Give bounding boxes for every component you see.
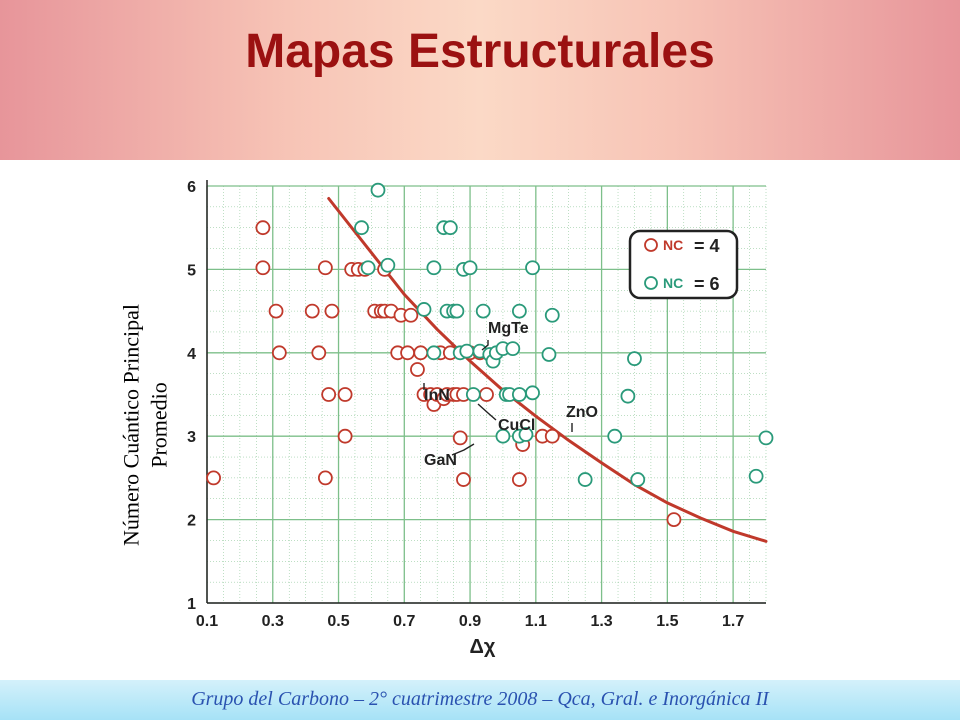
trend-curve (327, 197, 768, 543)
nc6-point (370, 182, 386, 198)
nc6-point (511, 303, 527, 319)
nc6-point (442, 220, 458, 236)
nc4-point (317, 260, 333, 276)
nc4-point (337, 387, 353, 402)
x-tick-label: 1.1 (525, 613, 547, 630)
nc6-point (360, 260, 376, 276)
nc6-point (354, 220, 369, 236)
nc6-point (426, 260, 442, 276)
nc6-point (465, 387, 481, 402)
nc6-point (630, 472, 646, 487)
x-tick-label: 1.3 (590, 613, 612, 630)
legend-marker (644, 238, 658, 252)
x-tick-label: 1.5 (656, 613, 678, 630)
nc6-point (505, 341, 521, 357)
nc6-point (459, 343, 475, 359)
nc6-point (620, 388, 636, 404)
y-tick-label: 2 (187, 513, 196, 530)
annotation-label: InN (424, 387, 450, 404)
nc6-point (518, 427, 534, 442)
annotation-label: ZnO (566, 404, 598, 421)
nc6-point (495, 428, 511, 444)
x-tick-label: 0.5 (327, 613, 349, 630)
nc4-point (544, 428, 560, 444)
nc6-point (748, 468, 764, 484)
nc4-point (324, 303, 340, 319)
x-tick-label: 1.7 (722, 613, 744, 630)
nc4-point (452, 430, 468, 446)
y-tick-label: 1 (187, 596, 196, 613)
legend-label: NC (663, 237, 683, 253)
nc6-point (758, 430, 774, 446)
nc4-point (666, 512, 682, 527)
nc6-point (426, 345, 442, 361)
nc4-point (511, 472, 527, 487)
nc6-point (380, 257, 396, 273)
nc6-point (416, 302, 432, 317)
nc6-point (577, 472, 593, 487)
legend-label: NC (663, 275, 683, 291)
nc6-point (462, 260, 478, 276)
y-tick-label: 4 (187, 346, 196, 363)
nc6-point (544, 307, 560, 323)
legend-marker (644, 276, 658, 290)
nc4-point (268, 303, 284, 319)
nc6-point (541, 347, 557, 362)
nc4-point (311, 345, 327, 361)
legend-value: = 4 (694, 236, 720, 256)
nc6-point (511, 387, 527, 402)
nc6-point (525, 260, 540, 276)
footer-bar (0, 680, 960, 720)
nc6-point (475, 303, 491, 319)
annotation-label: MgTe (488, 320, 529, 337)
slide-title: Mapas Estructurales (245, 25, 715, 78)
y-tick-label: 5 (187, 262, 196, 279)
annotation-label: GaN (424, 452, 457, 469)
nc4-point (413, 345, 429, 361)
footer-text: Grupo del Carbono – 2° cuatrimestre 2008… (191, 688, 769, 710)
nc4-point (479, 387, 494, 402)
nc4-point (400, 345, 415, 361)
x-tick-label: 0.7 (393, 613, 415, 630)
title-banner (0, 0, 960, 160)
nc4-point (304, 303, 320, 319)
annotation-leader (451, 443, 475, 456)
annotation-leader (481, 340, 489, 351)
y-tick-label: 6 (187, 179, 196, 196)
annotation-leader (477, 403, 497, 421)
legend-value: = 6 (694, 274, 720, 294)
nc4-point (337, 428, 353, 444)
nc4-point (271, 345, 287, 361)
annotation-label: CuCl (498, 417, 535, 434)
x-axis-label: Δχ (470, 636, 496, 658)
nc4-point (456, 472, 471, 487)
nc6-point (627, 351, 642, 367)
y-tick-label: 3 (187, 429, 196, 446)
nc4-point (206, 470, 221, 486)
nc4-point (410, 362, 425, 377)
nc4-point (403, 307, 419, 323)
nc4-point (255, 220, 271, 236)
x-tick-label: 0.3 (262, 613, 284, 630)
x-tick-label: 0.1 (196, 613, 218, 630)
nc4-point (321, 387, 337, 402)
nc4-point (255, 260, 271, 276)
nc6-point (449, 303, 465, 319)
nc4-point (317, 470, 333, 486)
x-tick-label: 0.9 (459, 613, 481, 630)
nc6-point (525, 385, 540, 401)
nc6-point (607, 428, 623, 444)
